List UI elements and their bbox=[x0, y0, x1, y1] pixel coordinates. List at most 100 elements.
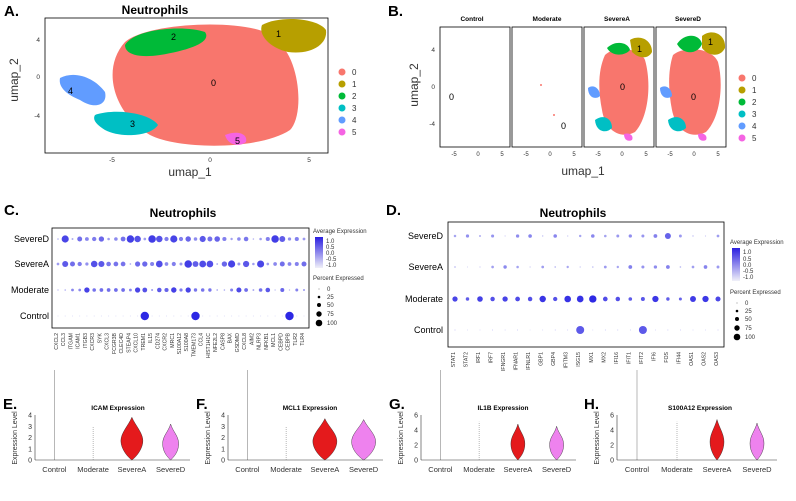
legend-label: 3 bbox=[352, 104, 357, 113]
umap-b-severea-cluster-0 bbox=[599, 48, 649, 135]
dotplot-c-dot bbox=[193, 288, 198, 292]
violin-y-label: Expression Level bbox=[594, 411, 601, 465]
dotplot-c-dot bbox=[140, 311, 149, 321]
dotplot-c-dot bbox=[166, 315, 167, 317]
legend-label: 5 bbox=[752, 134, 757, 143]
dotplot-c-dot bbox=[252, 315, 254, 317]
dotplot-d-dot bbox=[576, 295, 584, 303]
dotplot-c-dot bbox=[243, 236, 249, 242]
avg-expr-tick: 1.0 bbox=[743, 250, 752, 256]
legend-label: 2 bbox=[352, 92, 357, 101]
facet-title-moderate: Moderate bbox=[533, 16, 562, 23]
violin-body-severed bbox=[749, 422, 765, 461]
violin-y-tick: 0 bbox=[610, 458, 614, 465]
dotplot-d-dot bbox=[603, 265, 607, 269]
b-xlabel: umap_1 bbox=[561, 164, 605, 178]
violin-y-label: Expression Level bbox=[205, 411, 212, 465]
violin-group-label: Control bbox=[42, 465, 67, 474]
dotplot-c-dot bbox=[93, 315, 95, 317]
dotplot-d-dot bbox=[528, 234, 532, 238]
b-xticks: -5 0 5 -5 0 5 -5 0 5 -5 0 5 bbox=[451, 152, 720, 158]
dotplot-c-dot bbox=[288, 289, 291, 291]
facet-title-control: Control bbox=[460, 16, 483, 23]
dotplot-c-gene-label: FCGR3B bbox=[112, 332, 118, 354]
dotplot-d-dot bbox=[717, 329, 719, 331]
dotplot-c-dot bbox=[120, 261, 126, 267]
pct-tick: 50 bbox=[745, 317, 752, 323]
b-xtick: 5 bbox=[644, 152, 648, 158]
pct-tick: 25 bbox=[327, 295, 334, 301]
dotplot-c-dot bbox=[187, 315, 189, 317]
umap-b-servered-cluster-2 bbox=[677, 35, 702, 53]
b-xtick: -5 bbox=[523, 152, 529, 158]
dotplot-c-dot bbox=[114, 237, 118, 241]
legend-swatch-1 bbox=[338, 80, 346, 88]
legend-label: 2 bbox=[752, 98, 757, 107]
dotplot-c-gene-label: ITGAM bbox=[69, 333, 75, 349]
dotplot-d-dot bbox=[716, 265, 720, 269]
dotplot-c-dot bbox=[252, 289, 255, 291]
dotplot-c-dot bbox=[185, 287, 191, 293]
avg-expr-title: Average Expression bbox=[313, 229, 367, 235]
dotplot-c-gene-label: CEBPB bbox=[286, 332, 292, 350]
umap-a-cluster-5 bbox=[225, 132, 247, 145]
dotplot-d-dot bbox=[566, 265, 569, 269]
b-xtick: -5 bbox=[451, 152, 457, 158]
dotplot-c-dot bbox=[64, 315, 66, 317]
violin-group-label: SevereA bbox=[703, 465, 732, 474]
dotplot-c-dot bbox=[279, 261, 285, 267]
dotplot-c-dot bbox=[228, 260, 236, 268]
dotplot-d-dot bbox=[617, 329, 619, 331]
dotplot-d-dot bbox=[638, 326, 647, 334]
dotplot-d-dot bbox=[491, 265, 494, 269]
pct-dot bbox=[315, 319, 323, 327]
dotplot-c-dot bbox=[106, 261, 111, 267]
dotplot-c-dot bbox=[157, 287, 162, 293]
dotplot-d-gene-label: MX1 bbox=[589, 352, 595, 363]
dotplot-c-dot bbox=[295, 288, 299, 292]
dotplot-d-dot bbox=[653, 234, 658, 238]
facet-servered-cluster-label-0: 0 bbox=[691, 92, 696, 102]
dotplot-c-dot bbox=[243, 260, 250, 268]
b-ytick: 4 bbox=[431, 47, 435, 54]
dotplot-c-dot bbox=[151, 315, 153, 317]
dotplot-c-gene-label: CASP8 bbox=[220, 333, 226, 350]
facet-control-cluster-label: 0 bbox=[449, 92, 454, 102]
umap-b-servered-cluster-4 bbox=[660, 86, 672, 98]
legend-label: 4 bbox=[352, 116, 357, 125]
panel-e-label: E. bbox=[3, 396, 17, 413]
dotplot-c-dot bbox=[155, 260, 163, 268]
dotplot-d-dot bbox=[492, 329, 493, 331]
dotplot-d-dot bbox=[602, 296, 608, 302]
pct-tick: 100 bbox=[327, 321, 338, 327]
panel-e-title: ICAM Expression bbox=[91, 405, 144, 412]
dotplot-c-dot bbox=[108, 315, 110, 317]
dotplot-d-gene-label: GBP4 bbox=[551, 352, 557, 366]
dotplot-d bbox=[452, 233, 721, 334]
dotplot-c-dot bbox=[214, 236, 220, 242]
dotplot-d-dot bbox=[529, 266, 531, 268]
dotplot-c-dot bbox=[279, 236, 286, 242]
umap-b-servered-cluster-1 bbox=[702, 32, 726, 55]
dotplot-c-dot bbox=[71, 238, 74, 240]
pct-dot bbox=[317, 295, 321, 299]
b-xtick: 5 bbox=[572, 152, 576, 158]
panel-a-label: A. bbox=[4, 3, 19, 20]
dotplot-c-dot bbox=[216, 315, 218, 317]
pct-dot bbox=[735, 317, 739, 321]
dotplot-c-dot bbox=[222, 236, 227, 242]
facet-moderate-frame bbox=[511, 26, 583, 148]
pct-dot bbox=[733, 333, 741, 341]
dotplot-d-dot bbox=[465, 297, 470, 301]
dotplot-d-gene-label: IFI44 bbox=[676, 352, 682, 364]
dotplot-c-dot bbox=[99, 288, 104, 292]
violin-y-tick: 6 bbox=[610, 413, 614, 420]
dotplot-d-dot bbox=[579, 266, 581, 268]
dotplot-c-gene-label: GSDMD bbox=[235, 333, 241, 353]
facet-servered-cluster-label-1: 1 bbox=[708, 37, 713, 47]
dotplot-c-rows: SevereD SevereA Moderate Control bbox=[11, 234, 50, 321]
dotplot-c-dot bbox=[230, 288, 234, 292]
dotplot-d-dot bbox=[653, 265, 658, 269]
b-xtick: 0 bbox=[692, 152, 696, 158]
dotplot-c-dot bbox=[223, 315, 225, 317]
